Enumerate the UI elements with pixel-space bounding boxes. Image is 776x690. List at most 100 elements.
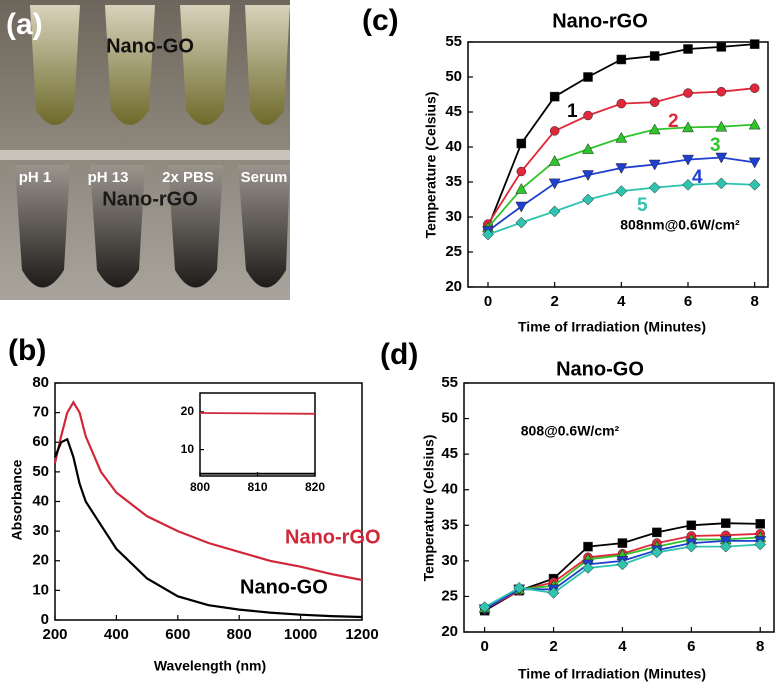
y-tick-label: 45 — [445, 103, 462, 120]
marker — [716, 42, 727, 52]
plot-frame — [463, 382, 775, 633]
chart: 800 810 820 10 20 — [181, 392, 325, 494]
photo: (a) Nano-GO pH 1 pH 13 2x PBS Serum Nano… — [0, 0, 290, 300]
marker — [683, 88, 693, 98]
marker — [715, 120, 728, 132]
x-axis-label: Time of Irradiation (Minutes) — [518, 319, 706, 335]
marker — [482, 228, 494, 241]
marker — [682, 154, 694, 166]
x-tick-label: 6 — [684, 293, 692, 310]
x-tick-label: 800 — [190, 480, 210, 494]
marker — [549, 126, 560, 136]
x-tick-label: 2 — [550, 293, 558, 310]
marker — [616, 54, 627, 65]
y-tick-label: 50 — [32, 463, 49, 480]
marker — [616, 558, 629, 571]
y-tick-label: 30 — [32, 522, 49, 539]
tube — [238, 165, 290, 288]
marker — [516, 138, 527, 149]
marker — [749, 83, 760, 93]
marker — [547, 587, 560, 599]
marker — [548, 178, 561, 190]
series-line — [199, 412, 316, 415]
series-line — [487, 87, 755, 225]
x-tick-label: 0 — [480, 638, 488, 655]
plot-frame — [199, 392, 316, 477]
marker — [721, 518, 731, 528]
series-label: 3 — [710, 135, 721, 156]
y-axis-label: Absorbance — [9, 459, 25, 540]
x-axis-label: Time of Irradiation (Minutes) — [518, 666, 706, 682]
y-tick-label: 50 — [441, 410, 458, 427]
x-tick-label: 4 — [618, 638, 627, 655]
x-tick-label: 400 — [104, 626, 129, 643]
x-tick-label: 810 — [247, 480, 267, 494]
marker — [682, 121, 694, 133]
marker — [649, 97, 660, 107]
x-tick-label: 600 — [165, 626, 190, 643]
x-tick-label: 4 — [617, 293, 626, 310]
y-tick-label: 0 — [41, 611, 49, 628]
marker — [649, 51, 660, 61]
marker — [515, 216, 528, 229]
y-tick-label: 20 — [181, 404, 195, 418]
marker — [686, 520, 697, 531]
marker — [582, 143, 594, 154]
tube — [105, 5, 155, 125]
marker — [583, 541, 593, 552]
marker — [583, 110, 593, 121]
series-label: 5 — [637, 195, 648, 216]
tube — [168, 165, 223, 288]
tube — [15, 165, 70, 288]
series-label: 2 — [668, 111, 679, 132]
marker — [715, 177, 728, 190]
y-tick-label: 20 — [445, 278, 462, 295]
x-tick-label: 0 — [484, 293, 492, 310]
x-axis-label: Wavelength (nm) — [154, 658, 266, 674]
y-tick-label: 70 — [32, 404, 49, 421]
marker — [648, 159, 661, 171]
marker — [749, 39, 760, 49]
series-line — [484, 536, 761, 609]
marker — [582, 193, 594, 206]
photo-divider — [0, 150, 290, 160]
x-tick-label: 200 — [42, 626, 67, 643]
y-tick-label: 55 — [445, 33, 462, 50]
y-tick-label: 10 — [181, 442, 195, 456]
marker — [648, 123, 661, 135]
x-tick-label: 8 — [750, 293, 758, 310]
x-tick-label: 1000 — [284, 626, 317, 643]
y-tick-label: 40 — [445, 138, 462, 155]
x-tick-label: 800 — [227, 626, 252, 643]
marker — [748, 118, 761, 130]
marker — [516, 166, 527, 177]
marker — [616, 98, 627, 109]
marker — [615, 185, 628, 197]
marker — [515, 182, 528, 194]
marker — [685, 540, 698, 553]
marker — [719, 540, 732, 553]
x-tick-label: 2 — [549, 638, 557, 655]
marker — [652, 527, 662, 538]
chart-title: Nano-rGO — [552, 10, 648, 32]
annotation: 808@0.6W/cm² — [521, 423, 620, 439]
panel-label: (a) — [6, 8, 43, 41]
marker — [715, 152, 728, 164]
tube-label: 2x PBS — [162, 169, 214, 186]
y-tick-label: 40 — [32, 492, 49, 509]
y-tick-label: 40 — [441, 481, 458, 498]
y-tick-label: 80 — [32, 374, 49, 391]
y-tick-label: 20 — [32, 552, 49, 569]
y-tick-label: 20 — [441, 623, 458, 640]
series-label: Nano-rGO — [285, 526, 381, 548]
x-tick-label: 8 — [756, 638, 764, 655]
marker — [549, 91, 560, 102]
tube — [245, 5, 290, 125]
marker — [478, 601, 491, 613]
photo-label: Nano-GO — [106, 35, 194, 57]
y-tick-label: 35 — [445, 173, 462, 190]
tube-label: Serum — [241, 169, 288, 186]
photo-label: Nano-rGO — [102, 188, 198, 210]
y-tick-label: 25 — [445, 243, 462, 260]
